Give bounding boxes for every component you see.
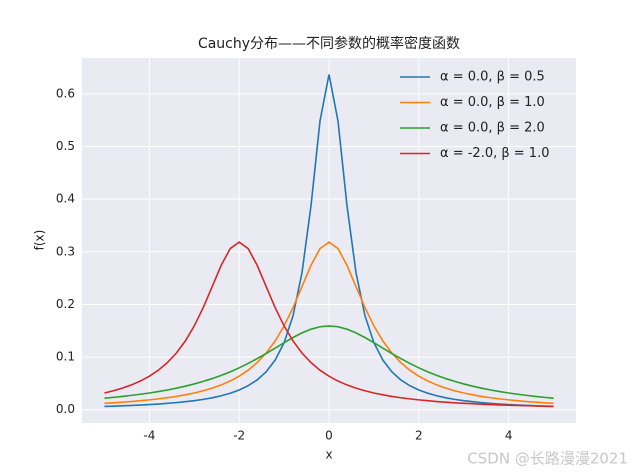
line-series xyxy=(104,74,554,408)
line-series xyxy=(104,241,554,408)
x-tick-label: -4 xyxy=(143,429,155,443)
y-tick-label: 0.0 xyxy=(56,402,75,416)
line-series xyxy=(104,325,554,399)
y-tick-label: 0.1 xyxy=(56,350,75,364)
y-tick-label: 0.6 xyxy=(56,86,75,100)
y-tick-label: 0.5 xyxy=(56,139,75,153)
legend-label: α = 0.0, β = 0.5 xyxy=(440,70,545,85)
y-tick-label: 0.2 xyxy=(56,297,75,311)
x-tick-label: 4 xyxy=(505,429,513,443)
y-tick-label: 0.4 xyxy=(56,192,75,206)
x-axis-label: x xyxy=(325,448,332,462)
x-tick-label: 2 xyxy=(415,429,423,443)
line-series xyxy=(104,241,554,405)
legend-label: α = 0.0, β = 2.0 xyxy=(440,121,545,136)
watermark: CSDN @长路漫漫2021 xyxy=(467,450,628,468)
grid xyxy=(82,58,576,423)
legend-label: α = 0.0, β = 1.0 xyxy=(440,95,545,110)
x-tick-label: -2 xyxy=(233,429,245,443)
x-tick-label: 0 xyxy=(325,429,333,443)
y-axis-label: f(x) xyxy=(33,230,47,251)
y-tick-label: 0.3 xyxy=(56,244,75,258)
legend-label: α = -2.0, β = 1.0 xyxy=(440,146,549,161)
chart-title: Cauchy分布——不同参数的概率密度函数 xyxy=(198,35,460,52)
